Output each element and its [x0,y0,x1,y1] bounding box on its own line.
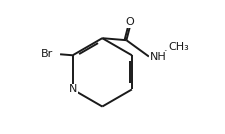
Text: N: N [68,84,76,94]
Text: Br: Br [41,49,53,59]
Text: NH: NH [149,52,166,62]
Text: CH₃: CH₃ [167,42,188,52]
Text: O: O [125,17,134,27]
